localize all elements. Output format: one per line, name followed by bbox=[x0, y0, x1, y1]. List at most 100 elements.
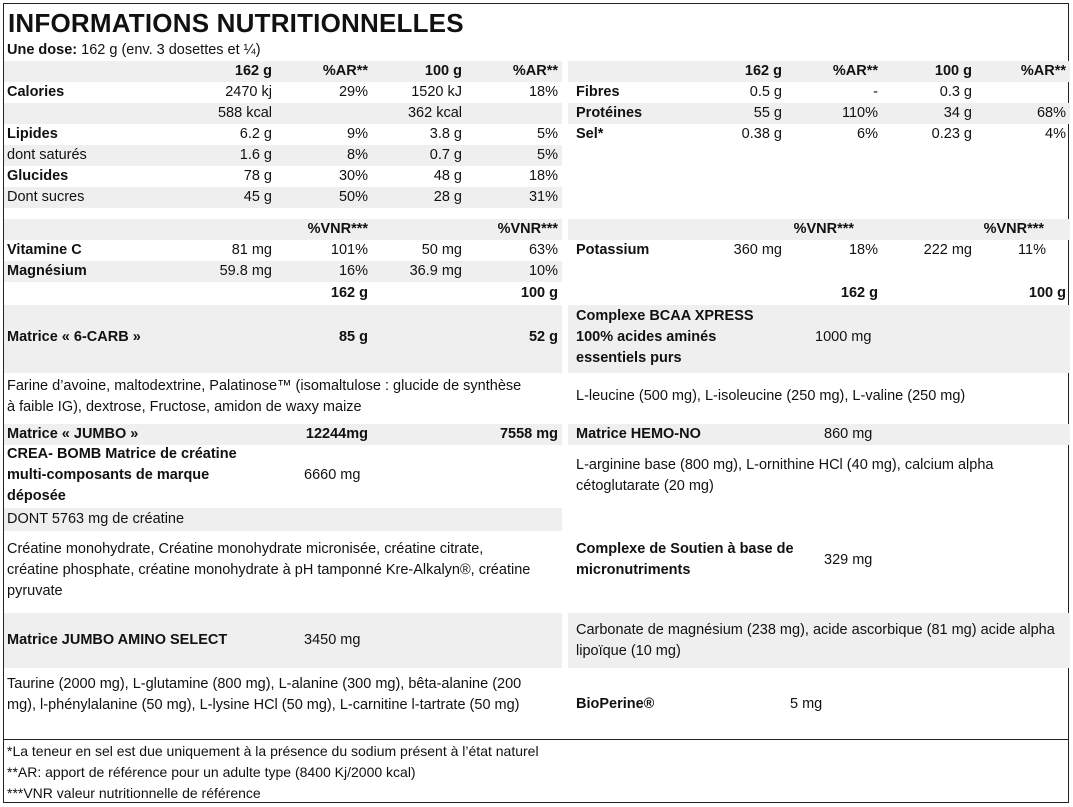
footnote-divider bbox=[4, 739, 1068, 740]
matrix-amino-value: 3450 mg bbox=[304, 632, 361, 648]
nutrient-v100: 362 kcal bbox=[407, 105, 462, 121]
nutrient-name: Glucides bbox=[7, 168, 69, 184]
nutrient-ar162: 110% bbox=[841, 105, 878, 121]
nutrient-ar100: 5% bbox=[537, 126, 558, 142]
header-vnr-100: %VNR*** bbox=[497, 221, 558, 237]
nutrient-name: Sel* bbox=[576, 126, 604, 142]
nutrient-v100: 0.23 g bbox=[931, 126, 972, 142]
dose-line: Une dose: 162 g (env. 3 dosettes et ¼) bbox=[7, 40, 261, 61]
dose-value: 162 g (env. 3 dosettes et ¼) bbox=[81, 42, 261, 58]
nutrient-v162: 0.5 g bbox=[749, 84, 782, 100]
nutrient-v162: 588 kcal bbox=[217, 105, 272, 121]
nutrient-v162: 55 g bbox=[753, 105, 782, 121]
matrix-carb-100: 52 g bbox=[528, 329, 558, 345]
matrix-crea-description: Créatine monohydrate, Créatine monohydra… bbox=[7, 541, 531, 599]
header-162g-right: 162 g bbox=[744, 63, 782, 79]
vitamin-v100: 50 mg bbox=[421, 242, 462, 258]
nutrient-ar100: 31% bbox=[528, 189, 558, 205]
matrix-bcaa-description: L-leucine (500 mg), L-isoleucine (250 mg… bbox=[576, 388, 966, 404]
nutrient-v100: 3.8 g bbox=[429, 126, 462, 142]
vitamin-vnr100: 10% bbox=[528, 263, 558, 279]
nutrient-ar162: 8% bbox=[347, 147, 368, 163]
header-vnr-100-right: %VNR*** bbox=[983, 221, 1044, 237]
header-ar-162: %AR** bbox=[322, 63, 368, 79]
vitamin-name: Potassium bbox=[576, 242, 650, 258]
matrix-crea-dont: DONT 5763 mg de créatine bbox=[7, 511, 185, 527]
nutrient-v162: 45 g bbox=[243, 189, 272, 205]
header-ar-162-right: %AR** bbox=[832, 63, 878, 79]
matrix-hemo-value: 860 mg bbox=[824, 426, 873, 442]
header-vnr-162-right: %VNR*** bbox=[793, 221, 854, 237]
vitamin-vnr162: 18% bbox=[848, 242, 878, 258]
vitamin-v100: 222 mg bbox=[923, 242, 972, 258]
matrix-hemo-description: L-arginine base (800 mg), L-ornithine HC… bbox=[576, 457, 994, 494]
matrix-bcaa-name: Complexe BCAA XPRESS 100% acides aminés … bbox=[576, 308, 754, 366]
nutrient-v162: 2470 kj bbox=[225, 84, 272, 100]
nutrient-name: Fibres bbox=[576, 84, 620, 100]
nutrient-v100: 1520 kJ bbox=[411, 84, 462, 100]
matrix-jumbo-name: Matrice « JUMBO » bbox=[7, 426, 139, 442]
header-ar-100: %AR** bbox=[512, 63, 558, 79]
header-ar-100-right: %AR** bbox=[1020, 63, 1066, 79]
nutrient-name: Dont sucres bbox=[7, 189, 85, 205]
nutrient-name: Calories bbox=[7, 84, 65, 100]
matrix-carb-162: 85 g bbox=[338, 329, 368, 345]
vitamin-vnr100: 11% bbox=[1018, 242, 1046, 258]
vitamin-v100: 36.9 mg bbox=[409, 263, 462, 279]
nutrient-ar100: 18% bbox=[528, 84, 558, 100]
matrix-header-162g-right: 162 g bbox=[840, 285, 878, 301]
matrix-bioperine-name: BioPerine® bbox=[576, 696, 655, 712]
nutrient-v100: 0.7 g bbox=[429, 147, 462, 163]
matrix-amino-name: Matrice JUMBO AMINO SELECT bbox=[7, 632, 228, 648]
matrix-jumbo-162: 12244mg bbox=[305, 426, 368, 442]
matrix-jumbo-100: 7558 mg bbox=[499, 426, 558, 442]
nutrient-ar162: 50% bbox=[338, 189, 368, 205]
nutrient-v100: 34 g bbox=[943, 105, 972, 121]
matrix-soutien-description: Carbonate de magnésium (238 mg), acide a… bbox=[576, 622, 1055, 659]
nutrient-ar100: 4% bbox=[1045, 126, 1066, 142]
matrix-header-100g-right: 100 g bbox=[1028, 285, 1066, 301]
nutrient-v162: 78 g bbox=[243, 168, 272, 184]
matrix-header-100g: 100 g bbox=[520, 285, 558, 301]
matrix-hemo-name: Matrice HEMO-NO bbox=[576, 426, 701, 442]
page-title: INFORMATIONS NUTRITIONNELLES bbox=[8, 8, 464, 38]
dose-label: Une dose: bbox=[7, 42, 78, 58]
matrix-crea-value: 6660 mg bbox=[304, 467, 361, 483]
vitamin-vnr162: 16% bbox=[338, 263, 368, 279]
nutrient-v162: 0.38 g bbox=[741, 126, 782, 142]
nutrient-ar162: 6% bbox=[857, 126, 878, 142]
matrix-crea-name: CREA- BOMB Matrice de créatine multi-com… bbox=[7, 446, 237, 504]
nutrient-v100: 28 g bbox=[433, 189, 462, 205]
matrix-soutien-name: Complexe de Soutien à base de micronutri… bbox=[576, 541, 794, 578]
matrix-carb-name: Matrice « 6-CARB » bbox=[7, 329, 141, 345]
nutrient-v162: 1.6 g bbox=[239, 147, 272, 163]
header-162g: 162 g bbox=[234, 63, 272, 79]
vitamin-name: Vitamine C bbox=[7, 242, 82, 258]
vitamin-v162: 81 mg bbox=[231, 242, 272, 258]
nutrient-ar162: 9% bbox=[347, 126, 368, 142]
header-100g-right: 100 g bbox=[934, 63, 972, 79]
matrix-header-162g: 162 g bbox=[330, 285, 368, 301]
footnote-vnr: ***VNR valeur nutritionnelle de référenc… bbox=[7, 785, 261, 801]
vitamin-v162: 59.8 mg bbox=[219, 263, 272, 279]
nutrient-v162: 6.2 g bbox=[239, 126, 272, 142]
matrix-bcaa-value: 1000 mg bbox=[815, 329, 872, 345]
nutrient-ar100: 5% bbox=[537, 147, 558, 163]
nutrient-name: Lipides bbox=[7, 126, 58, 142]
header-vnr-162: %VNR*** bbox=[307, 221, 368, 237]
nutrient-ar100: 18% bbox=[528, 168, 558, 184]
footnote-salt: *La teneur en sel est due uniquement à l… bbox=[7, 743, 539, 759]
vitamin-name: Magnésium bbox=[7, 263, 87, 279]
vitamin-vnr100: 63% bbox=[528, 242, 558, 258]
nutrition-table: INFORMATIONS NUTRITIONNELLES Une dose: 1… bbox=[3, 3, 1070, 803]
header-100g: 100 g bbox=[424, 63, 462, 79]
footnote-ar: **AR: apport de référence pour un adulte… bbox=[7, 764, 416, 780]
nutrient-v100: 48 g bbox=[433, 168, 462, 184]
matrix-amino-description: Taurine (2000 mg), L-glutamine (800 mg),… bbox=[7, 676, 522, 713]
nutrient-name: Protéines bbox=[576, 105, 643, 121]
nutrient-v100: 0.3 g bbox=[939, 84, 972, 100]
nutrient-name: dont saturés bbox=[7, 147, 87, 163]
nutrient-ar162: - bbox=[873, 84, 878, 100]
nutrient-ar100: 68% bbox=[1036, 105, 1066, 121]
vitamin-v162: 360 mg bbox=[733, 242, 782, 258]
